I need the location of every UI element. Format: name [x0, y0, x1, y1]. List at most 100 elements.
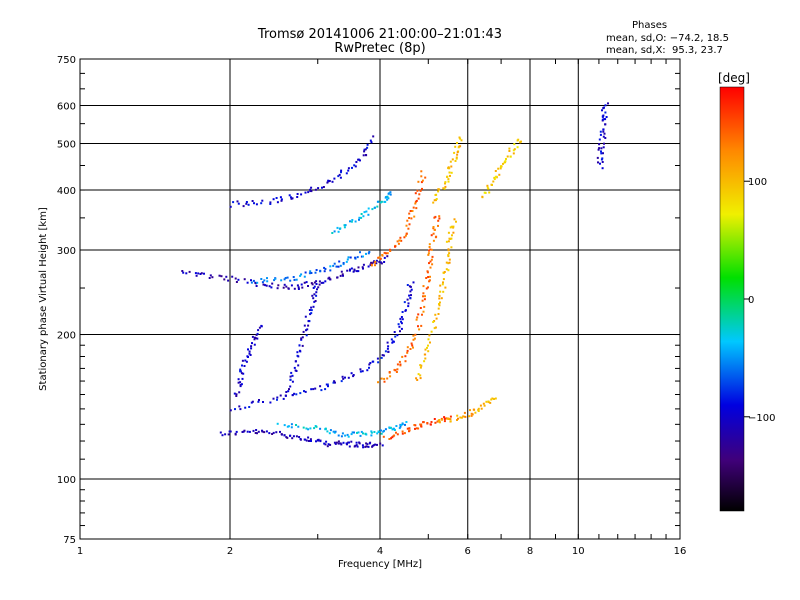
- data-point: [386, 341, 389, 344]
- data-point: [399, 425, 402, 428]
- data-point: [310, 312, 313, 315]
- data-point: [408, 427, 411, 430]
- data-point: [294, 369, 297, 372]
- data-point: [376, 357, 379, 360]
- data-point: [291, 394, 294, 397]
- data-point: [290, 196, 292, 199]
- data-point: [427, 286, 429, 289]
- data-point: [386, 347, 389, 350]
- stats-x-line: mean, sd,X: 95.3, 23.7: [606, 45, 723, 56]
- data-point: [255, 333, 258, 336]
- data-point: [366, 369, 369, 372]
- data-point: [449, 420, 452, 423]
- data-point: [491, 397, 494, 400]
- data-point: [276, 201, 279, 204]
- data-point: [329, 265, 332, 268]
- data-point: [269, 201, 272, 204]
- data-point: [417, 427, 420, 430]
- data-point: [320, 281, 323, 284]
- data-point: [404, 309, 407, 312]
- data-point: [487, 187, 490, 190]
- data-point: [319, 269, 322, 272]
- data-point: [225, 275, 228, 278]
- data-point: [251, 335, 254, 338]
- data-point: [388, 438, 391, 440]
- data-point: [444, 181, 447, 184]
- x-tick-label: 6: [465, 546, 471, 557]
- data-point: [350, 433, 353, 436]
- data-point: [276, 422, 279, 425]
- data-point: [357, 431, 360, 434]
- data-point: [449, 415, 452, 418]
- data-point: [489, 401, 492, 404]
- data-point: [425, 277, 428, 279]
- data-point: [315, 283, 318, 285]
- data-point: [283, 434, 286, 437]
- data-point: [365, 252, 367, 255]
- colorbar-tick-label: −100: [748, 413, 775, 424]
- data-point: [333, 262, 336, 265]
- data-point: [426, 270, 429, 273]
- data-point: [315, 280, 318, 283]
- data-point: [297, 355, 300, 358]
- data-point: [447, 269, 450, 272]
- data-point: [326, 430, 329, 433]
- data-point: [275, 431, 278, 434]
- data-point: [508, 150, 511, 152]
- data-point: [253, 202, 255, 205]
- data-point: [464, 415, 467, 418]
- data-point: [341, 375, 344, 378]
- data-point: [356, 256, 359, 259]
- data-point: [393, 428, 396, 431]
- data-point: [307, 324, 310, 327]
- data-point: [254, 432, 257, 434]
- data-point: [311, 283, 314, 286]
- data-point: [353, 269, 356, 272]
- data-point: [400, 327, 403, 330]
- data-point: [393, 434, 396, 437]
- data-point: [252, 429, 255, 432]
- data-point: [427, 338, 430, 341]
- data-point: [419, 364, 422, 367]
- data-point: [389, 375, 392, 378]
- data-point: [498, 173, 501, 176]
- data-point: [363, 150, 366, 153]
- data-point: [438, 217, 441, 220]
- data-point: [255, 203, 258, 206]
- data-point: [351, 166, 353, 169]
- data-point: [438, 215, 441, 218]
- data-point: [444, 182, 446, 185]
- data-point: [508, 147, 511, 150]
- data-point: [315, 291, 318, 294]
- y-tick-label: 100: [57, 475, 76, 486]
- data-point: [255, 285, 258, 287]
- data-point: [297, 288, 300, 290]
- data-point: [420, 324, 423, 327]
- data-point: [493, 178, 496, 180]
- data-point: [260, 278, 263, 280]
- data-point: [444, 185, 447, 188]
- data-point: [324, 443, 327, 446]
- data-point: [438, 188, 441, 191]
- data-point: [513, 143, 516, 146]
- data-point: [297, 425, 300, 428]
- data-point: [293, 366, 296, 369]
- data-point: [419, 366, 422, 369]
- data-point: [602, 106, 605, 109]
- data-point: [375, 262, 378, 265]
- data-point: [195, 274, 198, 277]
- data-point: [307, 428, 310, 431]
- data-point: [199, 273, 202, 275]
- data-point: [437, 224, 439, 227]
- data-point: [483, 191, 486, 194]
- data-point: [347, 167, 350, 170]
- data-point: [185, 272, 188, 275]
- data-point: [326, 383, 329, 386]
- data-point: [289, 279, 292, 282]
- data-point: [414, 427, 416, 430]
- data-point: [337, 442, 340, 445]
- data-point: [303, 390, 305, 393]
- data-point: [250, 345, 253, 348]
- tick-labels: 1 2 4 6 8 10 16 75 100 200 300 400 500 600 750: [57, 55, 686, 557]
